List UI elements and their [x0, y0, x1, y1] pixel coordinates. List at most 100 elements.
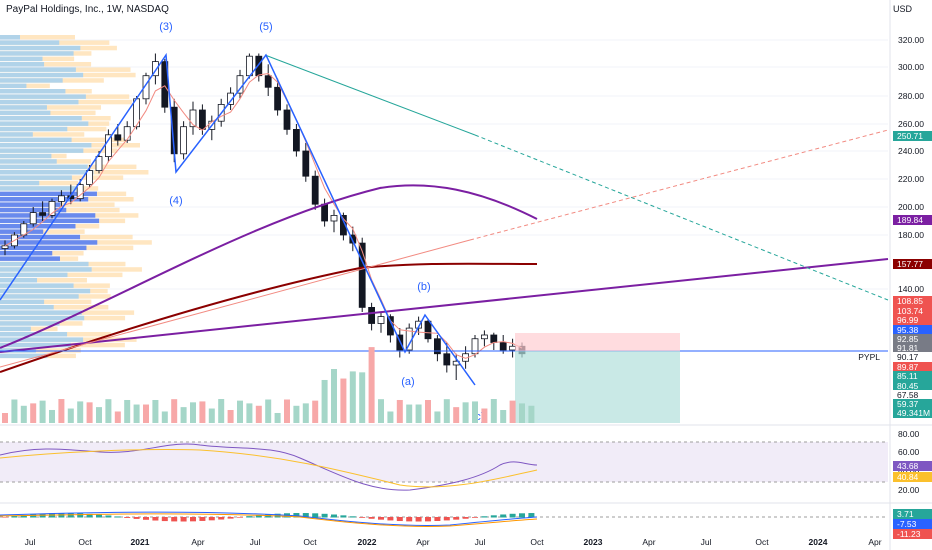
volume-profile-bar [0, 251, 53, 256]
price-label-text: 49.341M [897, 408, 930, 418]
time-tick-label: 2022 [358, 537, 377, 547]
volume-profile-bar [0, 305, 54, 310]
volume-bar [180, 407, 187, 423]
rsi-value-text: 40.84 [897, 472, 919, 482]
macd-bar [152, 517, 159, 521]
price-tick-label: 240.00 [898, 146, 924, 156]
volume-bar [96, 407, 102, 423]
macd-bar [218, 517, 225, 520]
volume-profile-bar [0, 143, 92, 148]
candle-body [1, 245, 9, 249]
wave-label: (5) [259, 21, 272, 33]
volume-profile-bar [0, 51, 74, 56]
position-target-zone [515, 351, 680, 423]
macd-bar [302, 513, 309, 518]
macd-bar [406, 517, 413, 522]
volume-profile-bar [0, 40, 60, 45]
macd-bar [396, 517, 403, 522]
volume-profile-bar [0, 116, 82, 121]
wave-label: (3) [159, 21, 172, 33]
price-label-bg [893, 343, 932, 353]
volume-profile-bar [0, 132, 33, 137]
volume-bar [237, 400, 243, 423]
volume-bar [284, 399, 290, 423]
ma-200-line [0, 184, 538, 349]
candle-body [377, 316, 385, 324]
price-label-text: 89.87 [897, 362, 919, 372]
volume-profile-bar [0, 105, 47, 110]
volume-bar [528, 405, 535, 423]
macd-bar [133, 517, 140, 519]
volume-profile-bar [0, 348, 81, 353]
macd-bar [387, 517, 394, 521]
rsi-value-text: 43.68 [897, 461, 919, 471]
rsi-value-label: 43.68 [893, 461, 932, 471]
macd-bar [293, 513, 300, 518]
price-label-text: 91.81 [897, 343, 919, 353]
volume-profile-bar [0, 126, 68, 132]
volume-profile-bar [0, 148, 84, 153]
volume-profile-bar [0, 164, 88, 170]
price-label-bg [893, 381, 932, 391]
macd-bar [67, 513, 74, 518]
volume-profile-bar [0, 342, 71, 348]
macd-bar [77, 513, 84, 518]
macd-bar [208, 517, 215, 521]
volume-bar [434, 411, 441, 423]
volume-profile-bar [0, 56, 43, 62]
volume-profile-bar [0, 256, 60, 261]
price-label: 96.99 [893, 315, 932, 325]
macd-bar [453, 517, 460, 520]
price-tick-label: 180.00 [898, 230, 924, 240]
time-tick-label: 2023 [584, 537, 603, 547]
time-tick-label: Oct [530, 537, 544, 547]
candle-body [321, 203, 329, 222]
volume-profile-bar [0, 288, 91, 294]
volume-profile-bar [0, 121, 89, 126]
volume-profile-bar [0, 35, 75, 40]
volume-bar [20, 405, 27, 423]
volume-profile-bar [0, 197, 89, 202]
price-label-bg [893, 259, 932, 269]
price-label: 95.38 [893, 325, 932, 335]
macd-bar [312, 513, 319, 518]
price-tick-label: 260.00 [898, 119, 924, 129]
candle-body [471, 338, 479, 355]
time-tick-label: Apr [416, 537, 429, 547]
price-tick-label: 320.00 [898, 35, 924, 45]
macd-value-bg [893, 509, 932, 519]
time-tick-label: Jul [701, 537, 712, 547]
volume-profile-bar [0, 202, 61, 207]
candle-body [198, 109, 206, 130]
volume-profile-bar [0, 89, 66, 94]
macd-bar [199, 517, 206, 521]
macd-bar [415, 517, 422, 522]
volume-bar [161, 411, 168, 423]
candle-body [499, 342, 507, 351]
macd-bar [349, 516, 356, 518]
macd-bar [180, 517, 187, 522]
currency-label: USD [892, 4, 912, 14]
candle-body [302, 150, 310, 177]
price-label: 85.11 [893, 371, 932, 381]
volume-bar [396, 399, 403, 423]
volume-profile-bar [0, 310, 82, 315]
candle-body [48, 200, 56, 216]
candle-body [227, 92, 235, 105]
price-label-bg [893, 352, 932, 362]
candle-body [490, 334, 498, 343]
grid-lines [0, 39, 888, 290]
candle-body [58, 195, 65, 202]
macd-bar [340, 515, 347, 518]
chart-title: PayPal Holdings, Inc., 1W, NASDAQ [6, 4, 169, 15]
volume-profile-bar [0, 240, 98, 245]
volume-bar [443, 399, 450, 423]
candle-body [151, 61, 159, 77]
volume-profile-bar [0, 99, 79, 105]
macd-bar [227, 517, 234, 519]
price-label-bg [893, 215, 932, 225]
volume-bar [349, 371, 356, 423]
macd-bar [500, 514, 507, 518]
price-label-bg [893, 334, 932, 344]
